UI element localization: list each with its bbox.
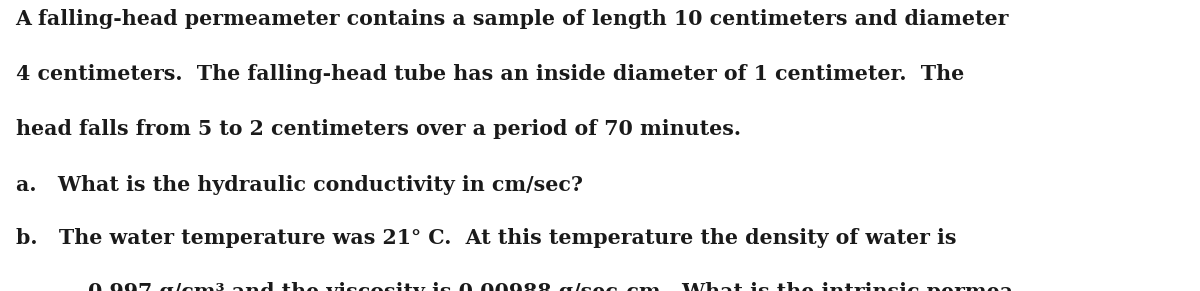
Text: 4 centimeters.  The falling-head tube has an inside diameter of 1 centimeter.  T: 4 centimeters. The falling-head tube has… <box>16 64 964 84</box>
Text: 0.997 g/cm³ and the viscosity is 0.00988 g/sec-cm.  What is the intrinsic permea: 0.997 g/cm³ and the viscosity is 0.00988… <box>88 282 1021 291</box>
Text: head falls from 5 to 2 centimeters over a period of 70 minutes.: head falls from 5 to 2 centimeters over … <box>16 119 740 139</box>
Text: a.   What is the hydraulic conductivity in cm/sec?: a. What is the hydraulic conductivity in… <box>16 175 582 195</box>
Text: b.   The water temperature was 21° C.  At this temperature the density of water : b. The water temperature was 21° C. At t… <box>16 228 956 249</box>
Text: A falling-head permeameter contains a sample of length 10 centimeters and diamet: A falling-head permeameter contains a sa… <box>16 9 1009 29</box>
